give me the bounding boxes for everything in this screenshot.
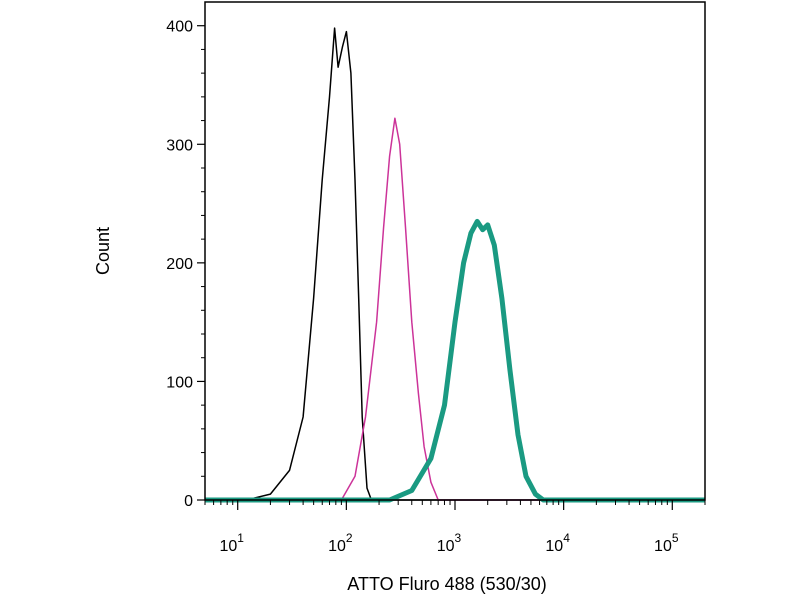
series-layer (205, 27, 705, 503)
plot-frame (204, 1, 706, 501)
y-tick-label: 400 (166, 19, 193, 36)
x-axis-title: ATTO Fluro 488 (530/30) (347, 574, 546, 594)
x-tick-label: 104 (545, 531, 570, 555)
y-tick-label: 0 (184, 493, 193, 510)
y-tick-label: 100 (166, 374, 193, 391)
x-axis: 101 102 103 104 105 (204, 500, 706, 555)
y-tick-label: 300 (166, 137, 193, 154)
x-tick-label: 101 (219, 531, 244, 555)
y-axis: 0 100 200 300 400 (166, 19, 205, 510)
y-axis-title: Count (93, 227, 113, 275)
x-tick-label: 103 (437, 531, 462, 555)
x-tick-label: 105 (654, 531, 679, 555)
series-line-3 (205, 218, 705, 503)
series-line-1 (205, 27, 705, 501)
y-tick-label: 200 (166, 256, 193, 273)
x-tick-label: 102 (328, 531, 353, 555)
